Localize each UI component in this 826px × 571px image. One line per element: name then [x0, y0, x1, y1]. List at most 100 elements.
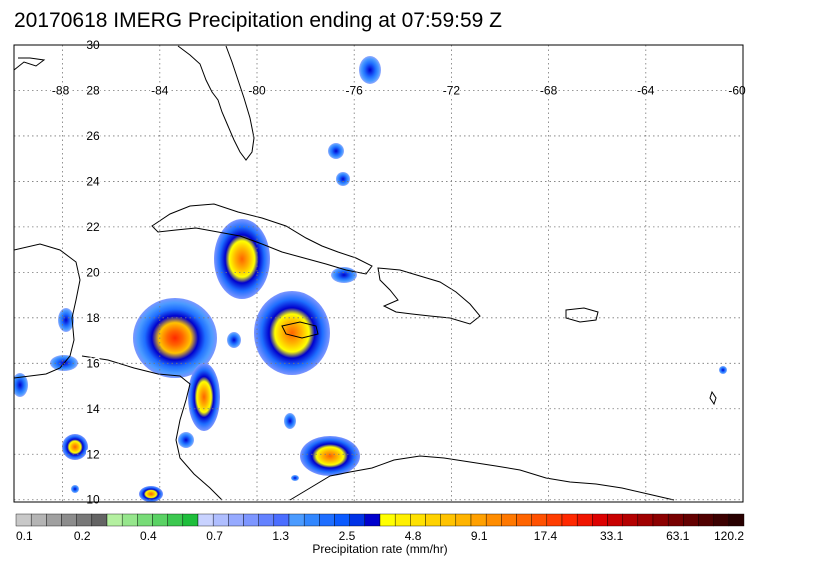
precip-layer	[14, 56, 727, 502]
colorbar-swatch	[485, 513, 502, 527]
precip-cell-cuba-south	[214, 219, 270, 299]
colorbar-swatch	[167, 513, 184, 527]
central-america-coast	[81, 355, 223, 501]
colorbar-tick-label: 120.2	[714, 529, 744, 543]
lat-tick-label: 28	[86, 83, 100, 97]
precip-cell-lesser-antilles	[719, 366, 727, 374]
colorbar-swatch	[137, 513, 153, 527]
colorbar-swatch	[303, 513, 320, 527]
south-america-coast	[289, 455, 675, 501]
precip-cell-small-d	[291, 475, 299, 481]
lat-tick-label: 20	[86, 265, 100, 279]
precip-cell-small-a	[328, 143, 344, 159]
colorbar-swatch	[516, 513, 532, 527]
map-frame	[13, 44, 744, 503]
colorbar-swatch	[288, 513, 305, 527]
precip-cell-pacific	[62, 434, 88, 460]
precip-cell-nicaragua	[188, 363, 220, 431]
precip-cell-jamaica	[254, 291, 330, 375]
lat-tick-label: 24	[86, 174, 100, 188]
lon-tick-label: -72	[443, 83, 461, 97]
colorbar-swatch	[91, 513, 108, 527]
lat-tick-label: 10	[86, 493, 100, 507]
hispaniola-coast	[377, 267, 481, 325]
lon-tick-label: -64	[637, 83, 655, 97]
colorbar-swatch	[349, 513, 366, 527]
lesser-antilles-coast	[709, 390, 717, 406]
colorbar-swatch	[561, 513, 578, 527]
lat-tick-label: 14	[86, 402, 100, 416]
precip-cell-mid	[227, 332, 241, 348]
colorbar-swatch	[576, 513, 593, 527]
coastlines	[14, 45, 717, 501]
colorbar-swatch	[212, 513, 229, 527]
lon-tick-label: -60	[728, 83, 746, 97]
precip-cell-bahamas	[359, 56, 381, 84]
colorbar-swatch	[440, 513, 457, 527]
puerto-rico-coast	[565, 307, 599, 323]
lon-tick-label: -84	[151, 83, 169, 97]
colorbar-swatch	[121, 513, 138, 527]
precip-cell-panama	[139, 486, 163, 502]
colorbar-tick-label: 9.1	[471, 529, 488, 543]
colorbar-swatch	[531, 513, 548, 527]
precip-cell-sw-caribbean	[284, 413, 296, 429]
lon-tick-label: -88	[52, 83, 70, 97]
colorbar-swatch	[243, 513, 259, 527]
colorbar-swatch	[425, 513, 441, 527]
colorbar-swatch	[258, 513, 275, 527]
lat-tick-label: 18	[86, 311, 100, 325]
colorbar-swatch	[379, 513, 396, 527]
precip-cell-colombia-coast	[300, 436, 360, 476]
colorbar-swatch	[455, 513, 472, 527]
colorbar-swatch	[228, 513, 244, 527]
precip-cell-west-edge	[14, 373, 28, 397]
map-title: 20170618 IMERG Precipitation ending at 0…	[14, 9, 502, 32]
colorbar-swatch	[273, 513, 290, 527]
colorbar-swatch	[728, 513, 745, 527]
colorbar-swatch	[319, 513, 335, 527]
gulf-coast	[14, 57, 46, 71]
colorbar-swatch	[394, 513, 411, 527]
colorbar-tick-label: 0.7	[206, 529, 223, 543]
cuba-coast	[151, 203, 373, 275]
colorbar-swatch	[152, 513, 168, 527]
colorbar-tick-label: 63.1	[666, 529, 690, 543]
precip-cell-costa-rica	[178, 432, 194, 448]
colorbar-swatch	[46, 513, 62, 527]
colorbar-tick-label: 0.4	[140, 529, 157, 543]
colorbar-title: Precipitation rate (mm/hr)	[312, 542, 447, 556]
colorbar-swatch	[637, 513, 654, 527]
colorbar-tick-label: 33.1	[600, 529, 624, 543]
lat-tick-label: 26	[86, 129, 100, 143]
precip-cell-yucatan	[58, 308, 74, 332]
lat-tick-label: 16	[86, 356, 100, 370]
colorbar-tick-label: 4.8	[405, 529, 422, 543]
colorbar-swatch	[470, 513, 487, 527]
map-grid	[14, 45, 743, 502]
colorbar-tick-label: 0.1	[16, 529, 33, 543]
lon-tick-label: -68	[540, 83, 558, 97]
lat-tick-label: 12	[86, 447, 100, 461]
colorbar-swatch	[15, 513, 32, 527]
colorbar-swatch	[713, 513, 730, 527]
colorbar-swatch	[501, 513, 517, 527]
lon-tick-label: -76	[346, 83, 364, 97]
colorbar-swatch	[182, 513, 199, 527]
colorbar-swatch	[667, 513, 684, 527]
colorbar-swatch	[410, 513, 426, 527]
colorbar-swatch	[76, 513, 93, 527]
colorbar-swatch	[197, 513, 214, 527]
colorbar-swatch	[364, 513, 381, 527]
colorbar-swatch	[592, 513, 608, 527]
colorbar-swatch	[30, 513, 47, 527]
colorbar-swatch	[622, 513, 639, 527]
colorbar-swatch	[683, 513, 699, 527]
colorbar-tick-label: 2.5	[339, 529, 356, 543]
colorbar-swatch	[652, 513, 669, 527]
colorbar-tick-label: 1.3	[272, 529, 289, 543]
colorbar-swatch	[698, 513, 714, 527]
lat-tick-label: 22	[86, 220, 100, 234]
